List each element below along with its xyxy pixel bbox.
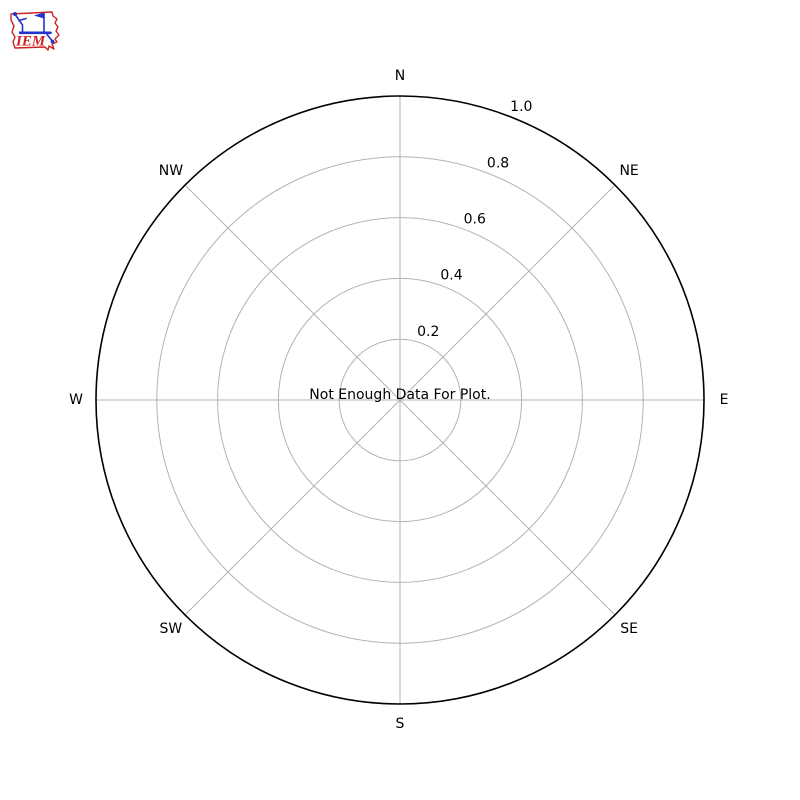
weather-station-icon — [13, 12, 55, 44]
wind-vane-pennant — [34, 12, 44, 19]
direction-label-w: W — [69, 392, 83, 408]
boom-tip — [49, 31, 52, 35]
anemometer-cup — [13, 12, 17, 16]
direction-label-nw: NW — [159, 163, 183, 179]
radial-tick-label: 0.4 — [440, 268, 462, 284]
radial-tick-label: 0.2 — [417, 324, 439, 340]
radial-tick-label: 0.8 — [487, 155, 509, 171]
center-message: Not Enough Data For Plot. — [309, 387, 490, 403]
radial-tick-label: 1.0 — [510, 99, 532, 115]
grid-spoke — [399, 184, 616, 401]
grid-spoke — [399, 399, 616, 616]
iowa-outline-icon — [10, 11, 60, 51]
grid-spoke — [184, 184, 401, 401]
direction-label-e: E — [720, 392, 729, 408]
direction-label-s: S — [396, 716, 405, 732]
direction-label-ne: NE — [619, 163, 638, 179]
sensor-ball — [50, 39, 55, 44]
grid-spoke — [184, 399, 401, 616]
station-boom — [19, 31, 50, 35]
iowa-outline-path — [10, 11, 60, 51]
iem-logo-text: IEM — [15, 34, 46, 50]
direction-label-sw: SW — [160, 621, 183, 637]
direction-label-n: N — [395, 68, 405, 84]
iem-logo: IEM — [10, 11, 60, 51]
sensor-arm — [46, 33, 53, 42]
anemometer-arm — [14, 14, 27, 33]
outer-ring — [95, 95, 705, 705]
radial-tick-label: 0.6 — [464, 211, 486, 227]
direction-label-se: SE — [620, 621, 638, 637]
